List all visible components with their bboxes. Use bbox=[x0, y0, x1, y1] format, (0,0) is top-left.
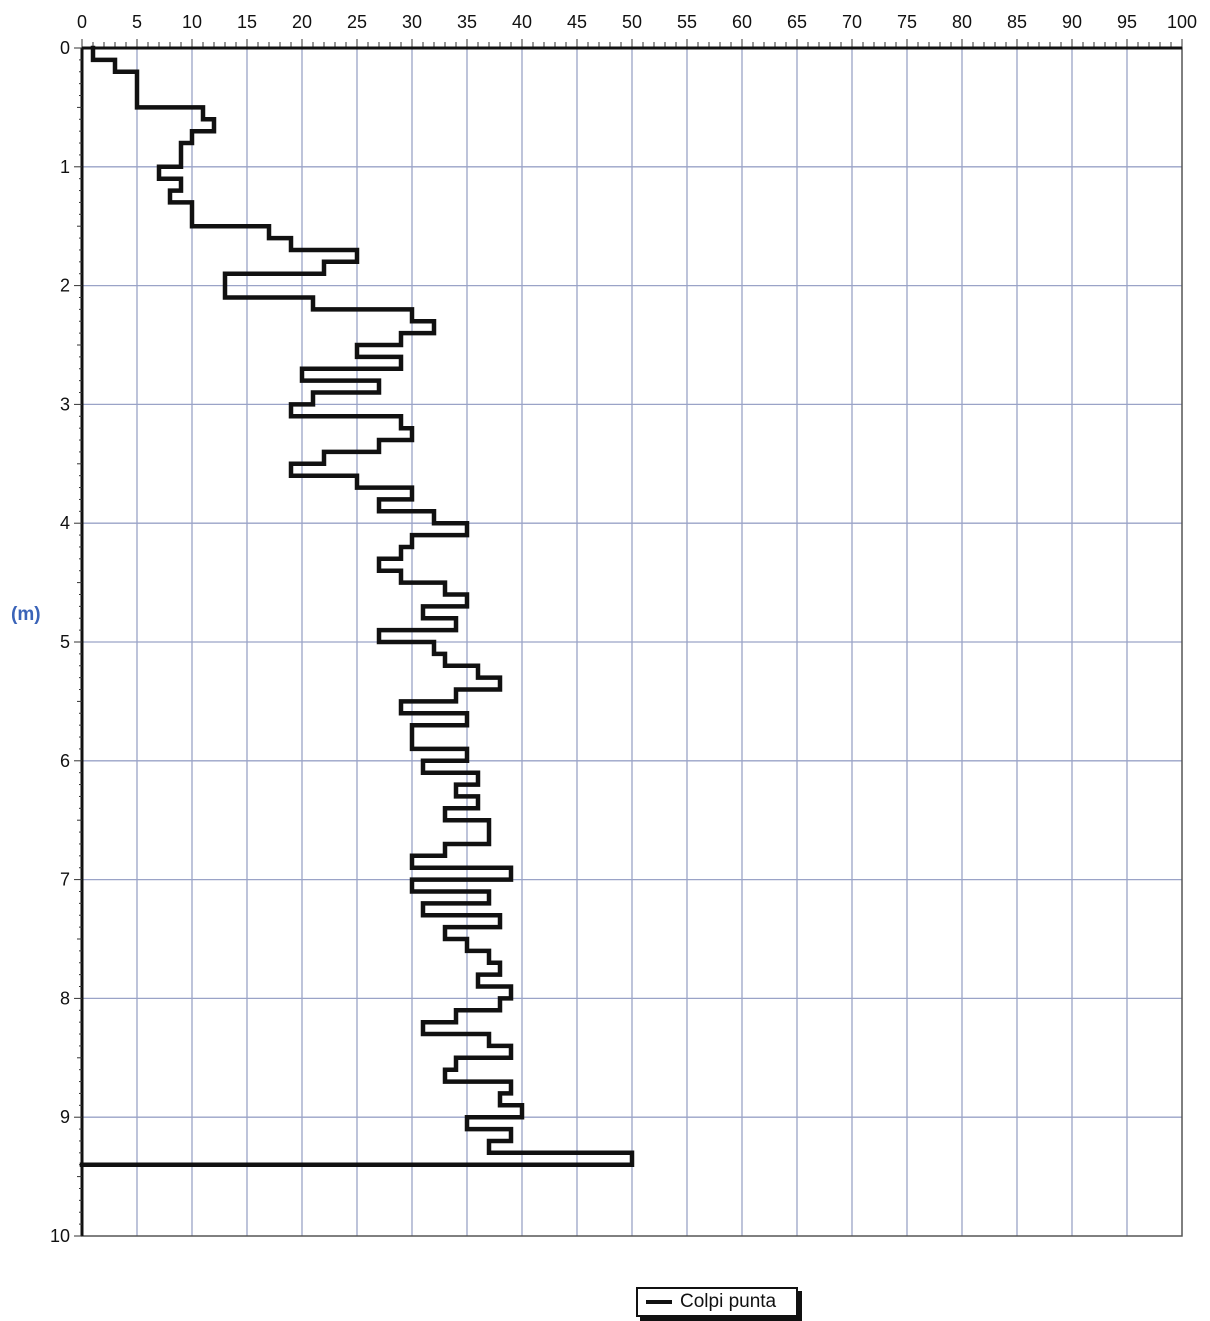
y-tick-label: 7 bbox=[60, 870, 70, 890]
y-tick-label: 3 bbox=[60, 394, 70, 414]
x-tick-label: 0 bbox=[77, 12, 87, 32]
x-tick-label: 10 bbox=[182, 12, 202, 32]
x-tick-label: 25 bbox=[347, 12, 367, 32]
y-tick-label: 6 bbox=[60, 751, 70, 771]
x-tick-label: 80 bbox=[952, 12, 972, 32]
y-tick-label: 2 bbox=[60, 276, 70, 296]
y-tick-labels: 0 1 2 3 4 5 6 7 8 9 10 bbox=[50, 38, 82, 1246]
x-tick-label: 30 bbox=[402, 12, 422, 32]
x-tick-labels: 0 5 10 15 20 25 30 35 40 45 50 55 60 65 70 75 80 85 90 95 10… bbox=[77, 12, 1197, 32]
x-tick-label: 50 bbox=[622, 12, 642, 32]
y-tick-label: 5 bbox=[60, 632, 70, 652]
series-line-colpi-punta bbox=[79, 45, 635, 1167]
y-tick-label: 9 bbox=[60, 1107, 70, 1127]
y-tick-label: 4 bbox=[60, 513, 70, 533]
x-tick-label: 20 bbox=[292, 12, 312, 32]
legend-line-swatch bbox=[646, 1300, 672, 1304]
y-tick-label: 0 bbox=[60, 38, 70, 58]
x-tick-label: 85 bbox=[1007, 12, 1027, 32]
y-axis-label: (m) bbox=[11, 604, 41, 625]
x-tick-label: 55 bbox=[677, 12, 697, 32]
x-tick-label: 75 bbox=[897, 12, 917, 32]
x-tick-label: 90 bbox=[1062, 12, 1082, 32]
y-tick-label: 1 bbox=[60, 157, 70, 177]
y-tick-label: 8 bbox=[60, 988, 70, 1008]
series-colpi-punta bbox=[79, 45, 635, 1167]
legend-label: Colpi punta bbox=[680, 1291, 777, 1312]
x-tick-label: 95 bbox=[1117, 12, 1137, 32]
x-tick-label: 65 bbox=[787, 12, 807, 32]
legend: Colpi punta bbox=[636, 1287, 798, 1317]
x-tick-label: 40 bbox=[512, 12, 532, 32]
x-tick-label: 70 bbox=[842, 12, 862, 32]
grid-lines bbox=[82, 48, 1182, 1236]
x-tick-label: 45 bbox=[567, 12, 587, 32]
x-tick-label: 60 bbox=[732, 12, 752, 32]
x-tick-label: 35 bbox=[457, 12, 477, 32]
y-tick-label: 10 bbox=[50, 1226, 70, 1246]
x-tick-label: 5 bbox=[132, 12, 142, 32]
x-tick-label: 100 bbox=[1167, 12, 1197, 32]
x-tick-label: 15 bbox=[237, 12, 257, 32]
